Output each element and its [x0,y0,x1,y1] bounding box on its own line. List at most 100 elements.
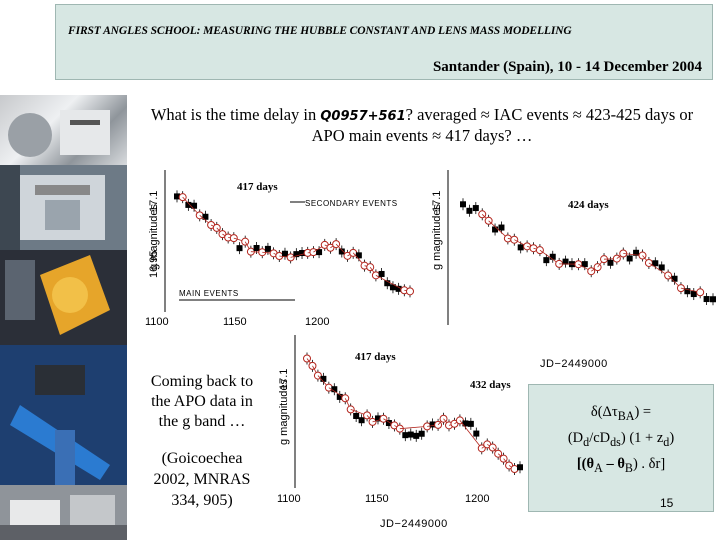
image-a-point [406,287,414,296]
image-a-point [368,417,377,426]
delay-label-432: 432 days [470,379,511,391]
image-a-point [303,354,311,363]
image-b-point [671,275,678,282]
observatory-photo-2 [0,165,127,250]
image-b-point [562,258,569,265]
image-b-point [472,205,479,212]
image-a-point [326,243,335,252]
formula-line-2: (Dd/cDds) (1 + zd) [567,429,675,449]
reference-line: 2002, MNRAS [153,471,251,488]
image-b-point [517,244,524,251]
ylabel: g magnitudes [431,203,443,270]
image-a-point [523,242,532,251]
observatory-photo-5 [0,485,127,540]
ytick: 17.1 [431,191,443,212]
image-b-point [358,417,365,424]
image-b-point [281,250,288,257]
image-b-point [517,464,523,471]
observatory-photo-3 [0,250,127,345]
image-b-point [460,201,466,208]
image-b-point [658,264,665,271]
image-b-point [498,224,505,231]
ytick: 17.1 [278,369,290,390]
model-curve-segment [399,425,428,430]
main-events-label: MAIN EVENTS [179,289,239,298]
image-b-point [293,251,300,258]
formula-line-1: δ(ΔτBA) = [590,404,652,423]
image-a-point [696,288,705,297]
image-a-point [229,234,238,243]
image-a-point [510,465,519,474]
xtick: 1100 [277,493,301,505]
image-b-point [384,280,391,287]
image-b-point [402,432,409,439]
image-b-point [353,412,360,419]
image-b-point [710,296,716,303]
image-b-point [581,261,588,268]
image-b-point [467,420,474,427]
image-a-point [510,235,519,244]
image-b-point [336,393,343,400]
image-b-point [191,202,198,209]
model-curve-segment [488,220,509,239]
ytick: 16.95 [148,250,160,278]
image-b-point [378,270,385,277]
image-b-point [385,420,392,427]
image-b-point [395,285,402,292]
image-b-point [684,288,691,295]
slide-number: 15 [660,496,674,510]
location-date: Santander (Spain), 10 - 14 December 2004 [432,59,702,75]
image-a-point [379,414,388,423]
observatory-photo-1 [0,95,127,165]
conference-title: FIRST ANGLES SCHOOL: MEASURING THE HUBBL… [68,25,572,37]
model-curve-segment [459,420,483,449]
ylabel: g magnitudes [148,203,160,270]
question-suffix: ? averaged ≈ IAC events ≈ 423-425 days o… [405,105,694,124]
image-b-point [331,386,338,393]
model-curve-segment [182,196,201,216]
coming-back-text: Coming back to the APO data in the g ban… [127,372,277,432]
image-b-point [299,250,306,257]
coming-back-line: Coming back to [150,373,254,390]
question-line2: APO main events ≈ 417 days? … [311,126,533,145]
image-b-point [320,375,327,382]
image-a-point [218,230,227,239]
image-b-point [492,226,499,233]
formula-line-3: [(θA – θB) . δr] [576,455,666,475]
image-b-point [633,249,640,256]
image-a-point [676,284,685,293]
image-a-point [505,461,514,470]
image-b-point [462,420,469,427]
image-b-point [473,430,480,437]
image-b-point [413,432,420,439]
image-b-point [626,255,633,262]
time-delay-formula: δ(ΔτBA) = (Dd/cDds) (1 + zd) [(θA – θB) … [528,384,714,512]
ytick: 17.1 [148,191,160,212]
coming-back-line: the g band … [158,413,246,430]
image-b-point [264,245,271,252]
image-b-point [236,245,243,252]
delay-label: 424 days [568,199,609,211]
ylabel: g magnitudes [278,378,290,445]
image-b-point [202,213,209,220]
image-b-point [389,284,396,291]
image-b-point [690,291,697,298]
observatory-photo-4 [0,345,127,485]
image-b-point [174,193,180,200]
lightcurve-panel-top-right: g magnitudes 17.1 424 days 1200 [428,160,720,349]
image-b-point [338,248,345,255]
lightcurve-panel-bottom: g magnitudes 17.1 417 days 432 days 1100… [275,330,530,505]
image-b-point [355,252,362,259]
image-b-point [607,259,614,266]
coming-back-line: the APO data in [151,393,253,410]
xtick: 1150 [223,316,247,328]
xtick: 1200 [305,316,329,328]
question-prefix: What is the time delay in [150,105,321,124]
image-b-point [429,421,436,428]
header-banner: FIRST ANGLES SCHOOL: MEASURING THE HUBBL… [55,4,713,80]
image-b-point [375,415,381,422]
xlabel-bottom: JD−2449000 [380,518,448,530]
image-b-point [549,253,556,260]
xtick: 1100 [145,316,169,328]
xtick: 1150 [365,493,389,505]
